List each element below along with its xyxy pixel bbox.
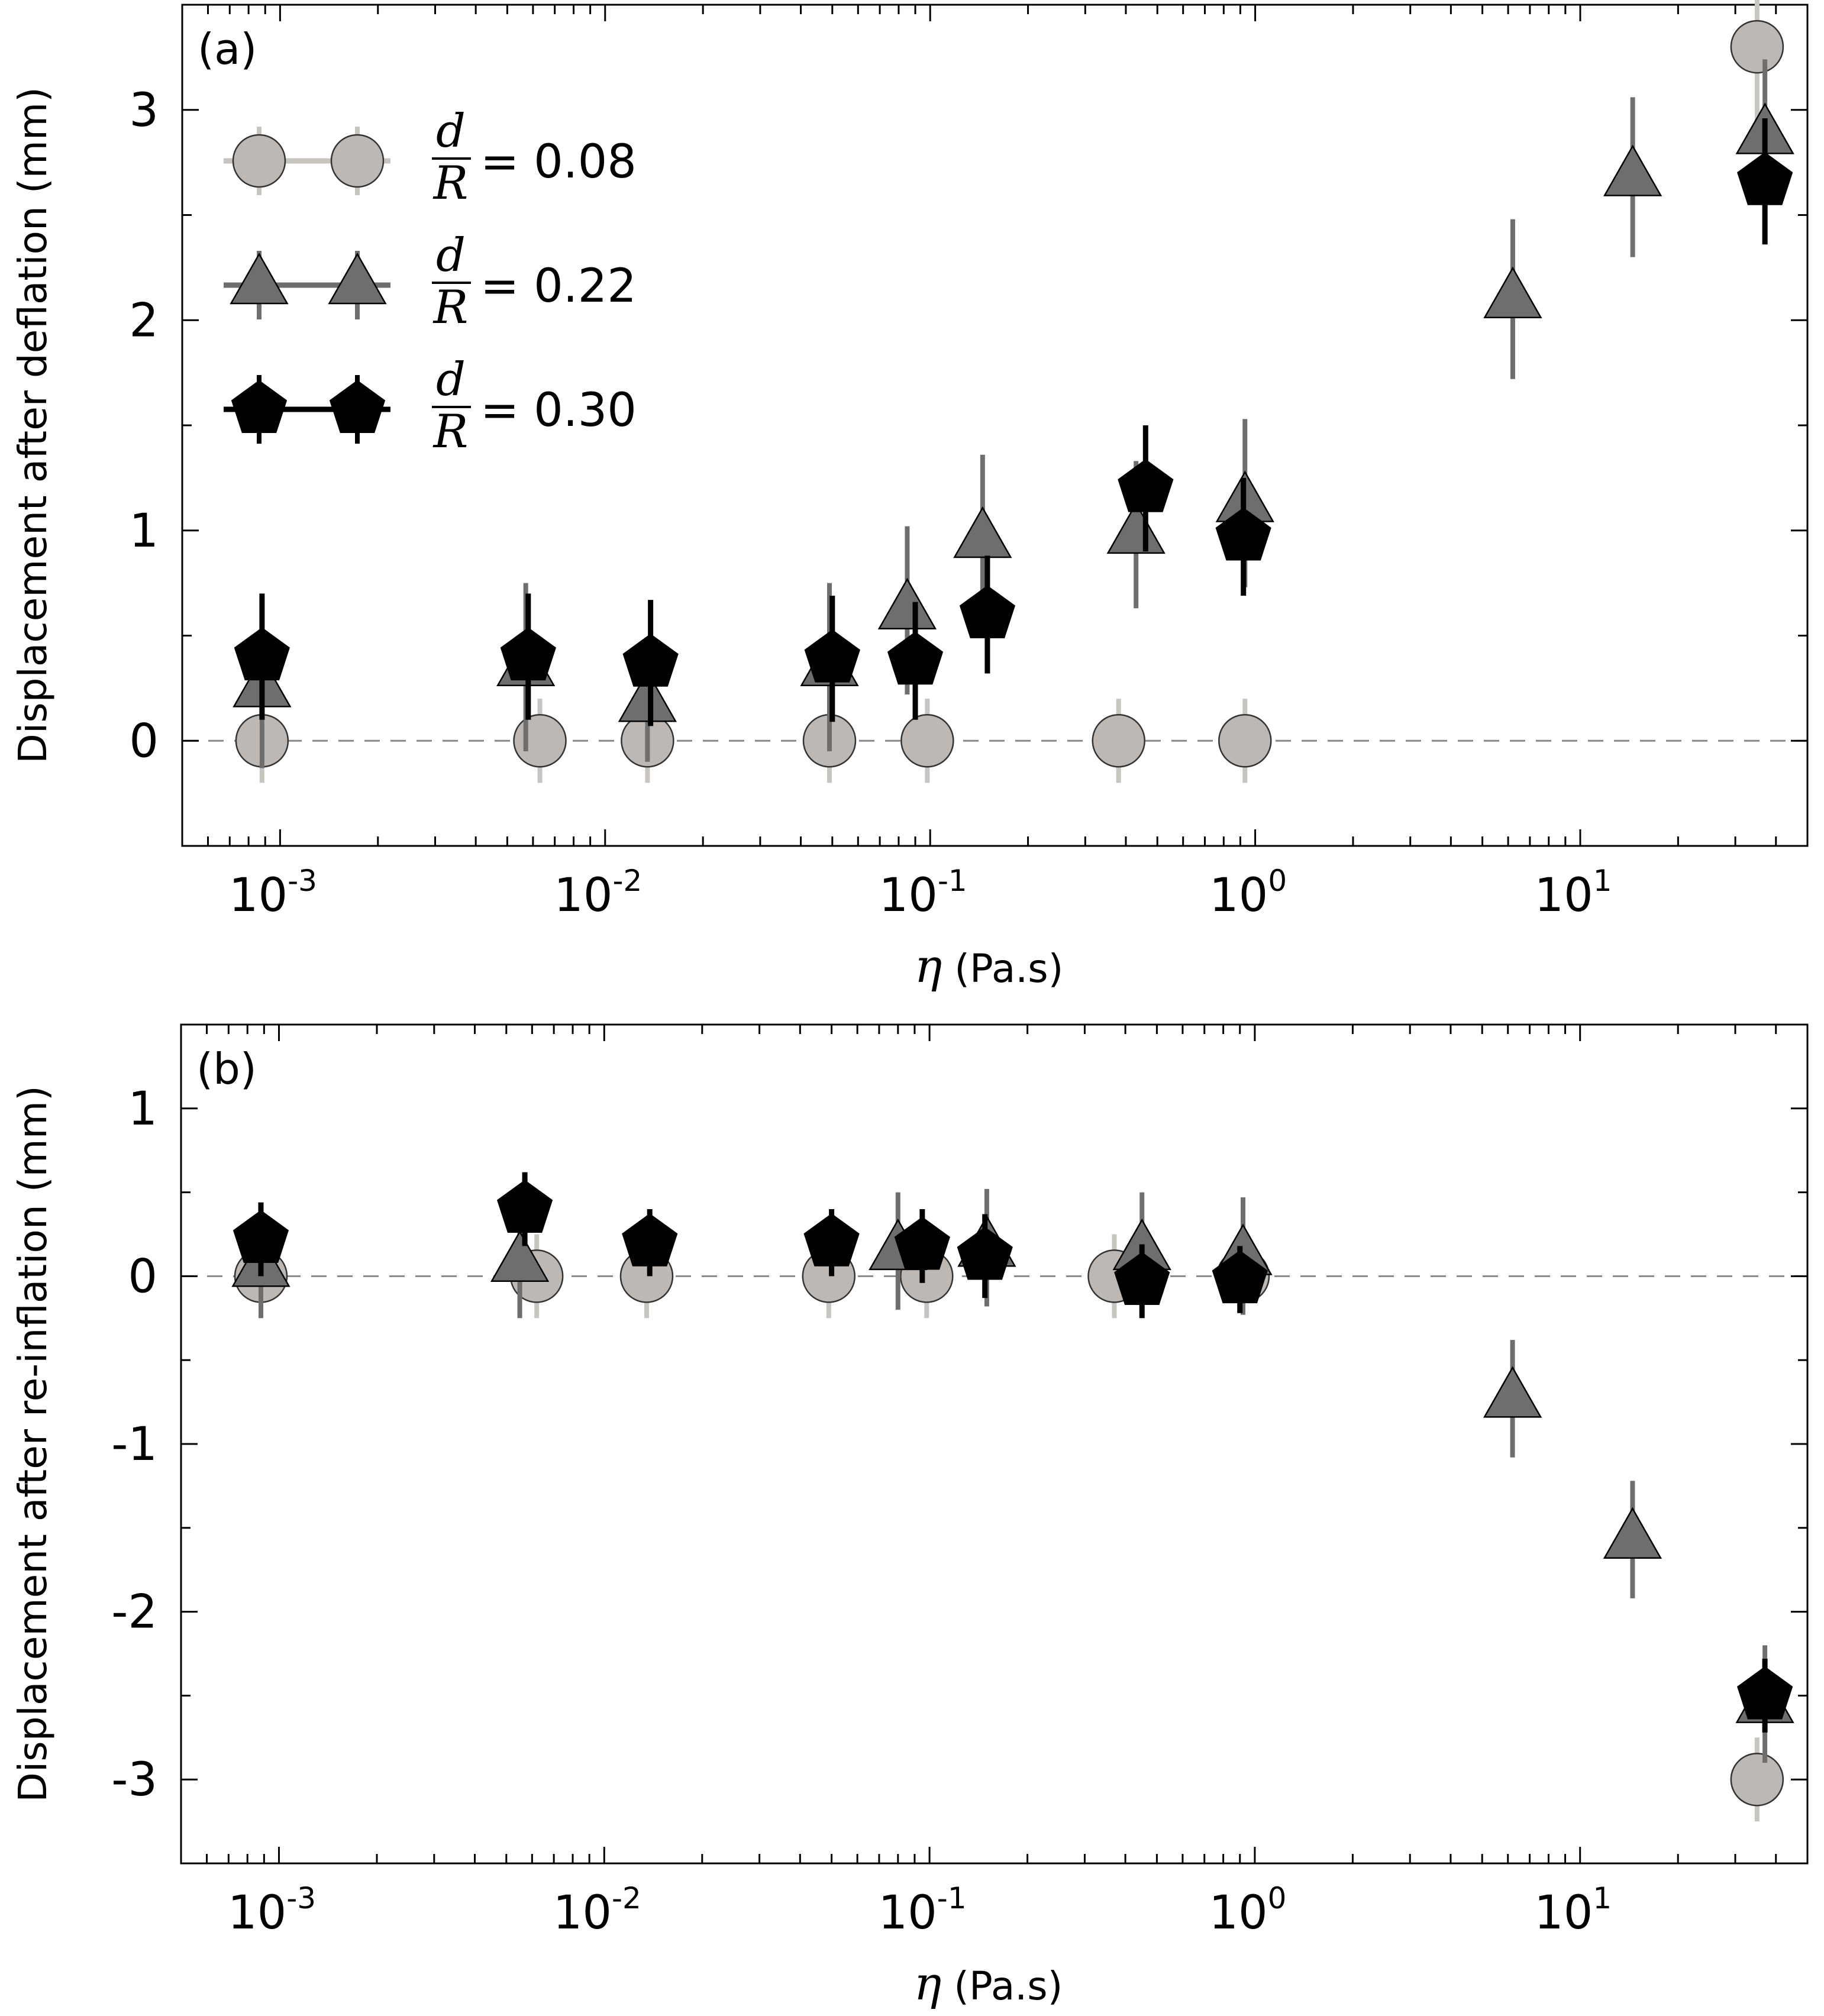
data-point-pentagon [1737, 152, 1793, 205]
data-point-triangle [1483, 266, 1542, 318]
data-point-triangle [618, 670, 677, 722]
y-tick-label: 2 [129, 294, 159, 347]
series-pentagon [233, 1172, 1793, 1733]
data-point-triangle [1603, 144, 1662, 196]
x-tick-label: 10-2 [554, 864, 642, 922]
plot-frame [181, 4, 1809, 847]
legend-fraction-denominator: R [432, 281, 469, 334]
legend-marker-pentagon [329, 380, 386, 434]
data-point-pentagon [622, 1213, 678, 1267]
data-point-circle [900, 714, 954, 768]
y-tick-label: -2 [111, 1586, 157, 1639]
legend-marker-pentagon [231, 380, 288, 434]
y-axis-title: Displacement after deflation (mm) [10, 87, 56, 764]
y-tick-label: 0 [129, 715, 159, 768]
x-tick-label: 100 [1209, 1881, 1286, 1940]
legend-marker-triangle [230, 252, 289, 305]
x-tick-label: 10-1 [879, 864, 967, 922]
data-point-circle [1218, 714, 1272, 768]
data-point-circle [513, 714, 567, 768]
legend-fraction-denominator: R [432, 405, 469, 458]
y-tick-label: 3 [129, 84, 159, 137]
series-triangle [231, 1188, 1794, 1763]
data-point-pentagon [1114, 1252, 1170, 1305]
x-tick-label: 100 [1209, 864, 1287, 922]
legend-marker-triangle [328, 252, 387, 305]
x-axis-title: η (Pa.s) [914, 1957, 1063, 2011]
data-point-circle [1730, 1752, 1784, 1807]
data-point-triangle [1603, 1507, 1662, 1559]
x-tick-label: 101 [1534, 1881, 1612, 1940]
series-circle [234, 1234, 1784, 1822]
data-point-triangle [1106, 502, 1166, 554]
x-axis-title: η (Pa.s) [915, 940, 1064, 993]
data-point-triangle [490, 1230, 550, 1282]
x-tick-label: 10-1 [879, 1881, 967, 1940]
series-circle [235, 0, 1784, 783]
data-point-pentagon [1737, 1666, 1793, 1720]
legend-fraction-denominator: R [432, 157, 469, 210]
legend-marker-circle [232, 134, 286, 188]
data-point-pentagon [233, 1210, 289, 1264]
data-point-pentagon [1212, 1250, 1268, 1304]
data-point-pentagon [622, 634, 679, 687]
data-point-pentagon [804, 629, 860, 683]
y-tick-label: -3 [111, 1753, 157, 1807]
data-point-circle [1730, 20, 1784, 74]
y-tick-label: 0 [128, 1250, 157, 1303]
panel-label: (b) [196, 1044, 257, 1094]
data-point-pentagon [957, 1226, 1013, 1280]
data-point-triangle [877, 577, 937, 630]
plot-frame [180, 1023, 1809, 1865]
series-pentagon [234, 118, 1793, 726]
legend-label: = 0.30 [480, 384, 637, 437]
data-point-pentagon [234, 627, 290, 681]
data-point-triangle [953, 506, 1012, 558]
x-tick-label: 101 [1534, 864, 1612, 922]
legend-label: = 0.22 [480, 260, 637, 313]
legend-marker-circle [330, 134, 385, 188]
y-axis-title: Displacement after re-inflation (mm) [10, 1085, 56, 1802]
legend-fraction-numerator: d [436, 229, 466, 282]
legend-label: = 0.08 [480, 135, 637, 189]
data-point-pentagon [803, 1213, 860, 1267]
x-tick-label: 10-2 [553, 1881, 641, 1940]
data-point-pentagon [1215, 507, 1271, 561]
data-point-pentagon [959, 585, 1016, 639]
legend-fraction-numerator: d [436, 353, 466, 406]
panel-label: (a) [198, 24, 257, 74]
data-point-triangle [1483, 1366, 1542, 1418]
x-tick-label: 10-3 [229, 864, 317, 922]
y-tick-label: -1 [111, 1418, 157, 1471]
data-point-circle [1092, 714, 1145, 768]
data-point-pentagon [1118, 459, 1174, 512]
x-tick-label: 10-3 [228, 1881, 316, 1940]
data-point-pentagon [500, 627, 556, 681]
data-point-pentagon [887, 631, 944, 685]
y-tick-label: 1 [128, 1083, 157, 1136]
data-point-pentagon [894, 1216, 950, 1270]
data-point-pentagon [496, 1180, 553, 1233]
y-tick-label: 1 [129, 505, 159, 558]
legend-fraction-numerator: d [436, 105, 466, 158]
